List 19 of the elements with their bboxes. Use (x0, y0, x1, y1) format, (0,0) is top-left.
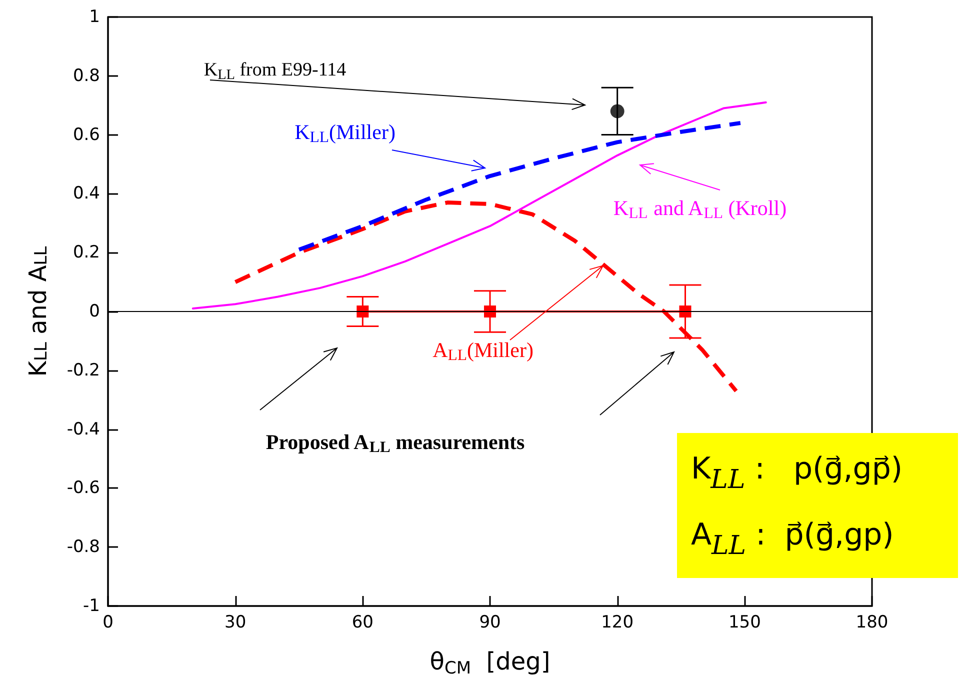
y-tick-label: -0.8 (66, 537, 100, 558)
x-tick-label: 120 (601, 612, 634, 632)
y-tick-label: 0.4 (72, 184, 100, 204)
x-tick-label: 0 (102, 612, 114, 632)
y-axis-title: KLL and ALL (24, 246, 52, 377)
x-tick-label: 60 (352, 612, 374, 632)
y-tick-label: 0.8 (72, 66, 100, 86)
x-tick-label: 150 (728, 612, 761, 632)
y-tick-label: 0.6 (72, 124, 100, 145)
x-tick-label: 30 (224, 612, 246, 632)
y-tick-label: -0.4 (66, 419, 100, 440)
y-tick-label: -0.2 (66, 360, 100, 380)
y-tick-label: 1 (89, 7, 100, 27)
y-tick-label: 0 (89, 302, 100, 322)
x-tick-label: 90 (479, 612, 501, 632)
x-tick-label: 180 (856, 612, 888, 632)
y-tick-label: -0.6 (66, 478, 100, 498)
y-tick-label: 0.2 (72, 242, 100, 263)
y-tick-label: -1 (83, 596, 100, 616)
